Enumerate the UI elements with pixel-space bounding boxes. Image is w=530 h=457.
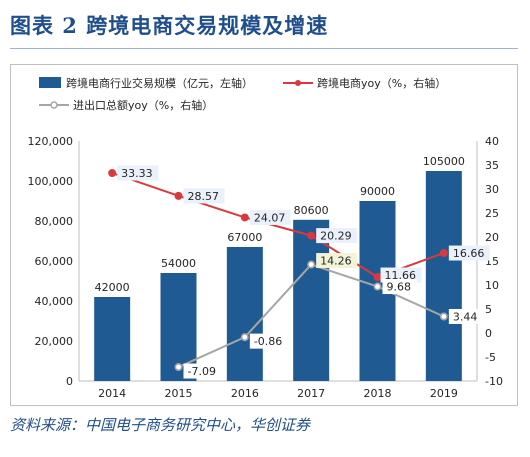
bar-data-label: 90000 xyxy=(360,185,395,198)
red-series-point xyxy=(240,213,249,222)
y-left-tick-label: 40,000 xyxy=(35,295,74,308)
red-data-label-box xyxy=(448,245,490,261)
bar xyxy=(425,171,462,381)
y-right-tick-label: 25 xyxy=(485,207,499,220)
chart-container: 跨境电商行业交易规模（亿元，左轴） 跨境电商yoy（%，右轴） 进出口总额yoy（%… xyxy=(10,64,518,406)
bar-data-label: 54000 xyxy=(161,257,196,270)
y-left-tick-label: 120,000 xyxy=(28,135,74,148)
legend-swatch-bar xyxy=(39,77,61,88)
title-divider xyxy=(10,48,518,49)
y-right-tick-label: 0 xyxy=(485,327,492,340)
bar-data-label: 42000 xyxy=(95,281,130,294)
y-left-tick-label: 60,000 xyxy=(35,255,74,268)
y-right-tick-label: 10 xyxy=(485,279,499,292)
x-tick-label: 2018 xyxy=(364,387,392,400)
gray-data-label: 3.44 xyxy=(453,310,478,323)
bar-data-label: 67000 xyxy=(227,231,262,244)
gray-series-point xyxy=(240,333,249,342)
x-tick-label: 2015 xyxy=(165,387,193,400)
red-data-label: 24.07 xyxy=(254,211,285,224)
gray-data-label-box xyxy=(316,253,358,269)
y-left-tick-label: 20,000 xyxy=(35,335,74,348)
gray-data-label: 9.68 xyxy=(387,281,412,294)
gray-data-label-box xyxy=(183,363,225,379)
y-right-tick-label: -10 xyxy=(485,375,503,388)
y-left-tick-label: 100,000 xyxy=(28,175,74,188)
bar-data-label: 80600 xyxy=(294,204,329,217)
y-right-tick-label: 40 xyxy=(485,135,499,148)
gray-data-label: 14.26 xyxy=(320,255,352,268)
gray-series-point xyxy=(307,260,316,269)
red-data-label: 20.29 xyxy=(320,230,352,243)
red-data-label-box xyxy=(183,188,225,204)
legend-label-red: 跨境电商yoy（%，右轴） xyxy=(317,76,446,90)
red-data-label: 16.66 xyxy=(453,247,485,260)
y-right-tick-label: -5 xyxy=(485,351,496,364)
x-tick-label: 2016 xyxy=(231,387,259,400)
bar xyxy=(293,219,330,381)
bar xyxy=(160,273,197,381)
gray-data-label-box xyxy=(382,279,417,295)
red-data-label-box xyxy=(117,165,159,181)
gray-data-label-box xyxy=(448,308,484,324)
bar xyxy=(226,247,263,381)
cross-border-ecommerce-chart: 跨境电商行业交易规模（亿元，左轴） 跨境电商yoy（%，右轴） 进出口总额yoy（%… xyxy=(28,76,503,400)
source-note: 资料来源：中国电子商务研究中心，华创证券 xyxy=(10,416,311,434)
red-data-label: 11.66 xyxy=(385,269,417,282)
red-series-point xyxy=(174,191,183,200)
bar xyxy=(94,297,131,381)
y-left-tick-label: 0 xyxy=(66,375,73,388)
red-series-point xyxy=(307,231,316,240)
y-right-tick-label: 35 xyxy=(485,159,499,172)
bar-data-label: 105000 xyxy=(423,155,465,168)
figure-title: 图表 2 跨境电商交易规模及增速 xyxy=(10,13,329,38)
legend-label-bar: 跨境电商行业交易规模（亿元，左轴） xyxy=(66,76,253,90)
gray-series-point xyxy=(174,363,183,372)
y-right-tick-label: 20 xyxy=(485,231,499,244)
legend-label-gray: 进出口总额yoy（%，右轴） xyxy=(73,98,213,112)
y-left-tick-label: 80,000 xyxy=(35,215,74,228)
red-data-label: 33.33 xyxy=(121,167,152,180)
red-series-point xyxy=(439,249,448,258)
y-right-tick-label: 30 xyxy=(485,183,499,196)
red-series-point xyxy=(108,169,117,178)
x-tick-label: 2019 xyxy=(430,387,458,400)
x-tick-label: 2017 xyxy=(297,387,325,400)
gray-data-label-box xyxy=(249,333,291,349)
red-series-point xyxy=(373,273,382,282)
gray-data-label: -0.86 xyxy=(254,335,282,348)
red-data-label-box xyxy=(380,267,422,283)
x-tick-label: 2014 xyxy=(98,387,126,400)
gray-data-label: -7.09 xyxy=(188,365,216,378)
red-data-label: 28.57 xyxy=(188,190,220,203)
legend-marker-gray xyxy=(50,101,58,109)
legend-marker-red xyxy=(295,80,301,86)
y-right-tick-label: 5 xyxy=(485,303,492,316)
gray-series-point xyxy=(439,312,448,321)
red-data-label-box xyxy=(249,209,291,225)
red-data-label-box xyxy=(316,228,358,244)
gray-series-point xyxy=(373,282,382,291)
